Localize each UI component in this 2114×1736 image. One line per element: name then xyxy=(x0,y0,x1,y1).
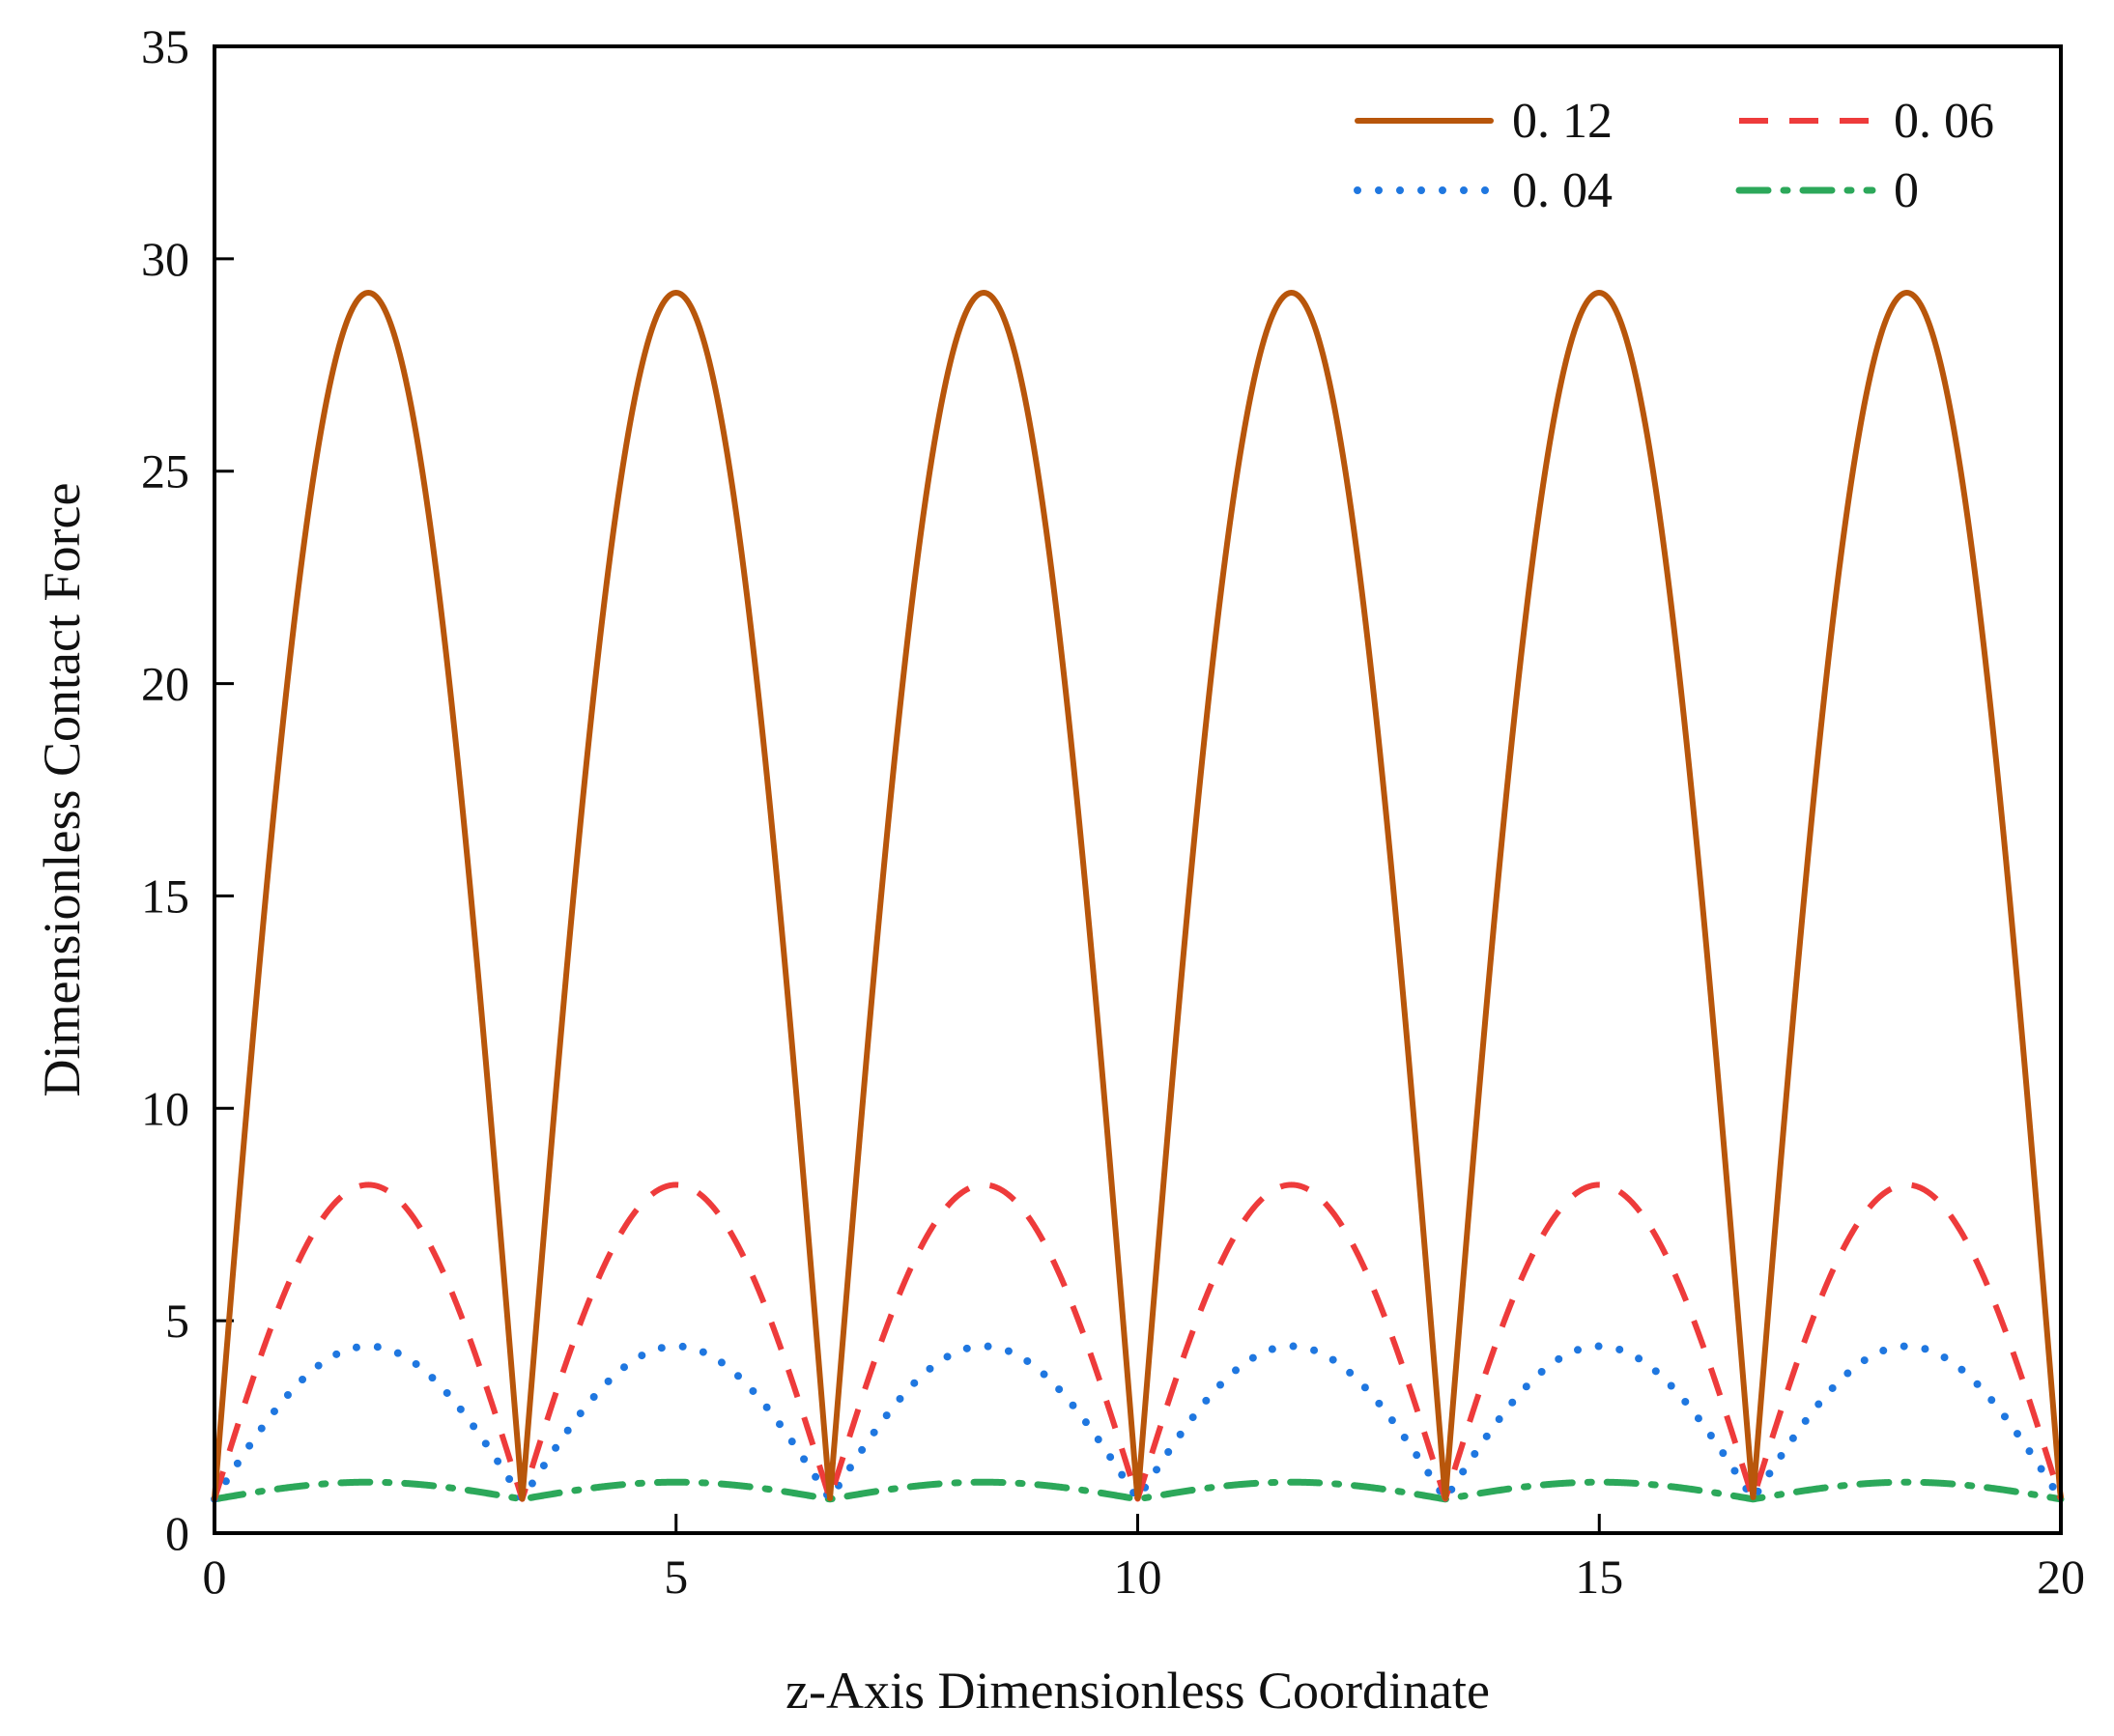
legend-label-2: 0. 04 xyxy=(1512,163,1613,218)
y-axis-ticks: 0 5 10 15 20 25 30 35 xyxy=(141,19,234,1560)
y-axis-title: Dimensionless Contact Force xyxy=(33,483,91,1097)
series-layer xyxy=(211,290,2065,1503)
x-axis-ticks: 0 5 10 15 20 xyxy=(203,1514,2085,1604)
legend: 0. 12 0. 06 0. 04 0 xyxy=(1354,94,1994,218)
x-tick-label: 20 xyxy=(2037,1550,2085,1604)
x-tick-label: 0 xyxy=(203,1550,227,1604)
y-tick-label: 30 xyxy=(141,232,189,286)
y-tick-label: 15 xyxy=(141,868,189,923)
legend-label-0: 0. 12 xyxy=(1512,94,1613,149)
y-tick-label: 20 xyxy=(141,657,189,711)
series-line-1 xyxy=(212,1181,2064,1502)
x-tick-label: 15 xyxy=(1575,1550,1623,1604)
x-tick-label: 5 xyxy=(664,1550,688,1604)
y-tick-label: 5 xyxy=(165,1294,189,1348)
series-line-0 xyxy=(212,290,2064,1502)
y-tick-label: 35 xyxy=(141,19,189,73)
x-axis-title: z-Axis Dimensionless Coordinate xyxy=(786,1662,1490,1720)
plot-frame xyxy=(213,44,2063,1535)
x-tick-label: 10 xyxy=(1114,1550,1162,1604)
y-tick-label: 0 xyxy=(165,1506,189,1560)
legend-label-1: 0. 06 xyxy=(1894,94,1994,149)
legend-label-3: 0 xyxy=(1894,163,1919,218)
y-tick-label: 25 xyxy=(141,444,189,498)
y-tick-label: 10 xyxy=(141,1081,189,1135)
